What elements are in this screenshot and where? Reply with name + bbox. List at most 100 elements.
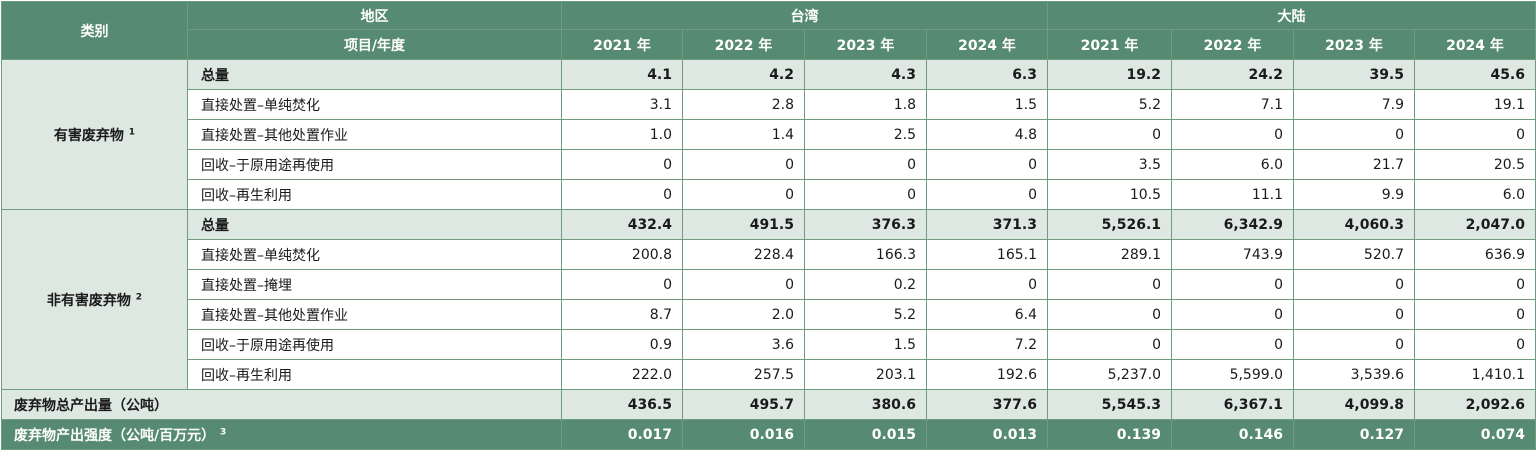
waste-table: 类别 地区 台湾 大陆 项目/年度 2021 年 2022 年 2023 年 2… — [1, 1, 1536, 450]
table-row: 回收–于原用途再使用 0.9 3.6 1.5 7.2 0 0 0 0 — [2, 329, 1536, 360]
value-cell: 1.5 — [926, 89, 1048, 120]
value-cell: 0 — [1171, 269, 1294, 300]
table-body: 有害废弃物 1 总量 4.1 4.2 4.3 6.3 19.2 24.2 39.5 45.6 直接处… — [1, 59, 1536, 450]
table-row: 回收–于原用途再使用 0 0 0 0 3.5 6.0 21.7 20.5 — [2, 149, 1536, 180]
year-header: 2021 年 — [1047, 29, 1172, 60]
value-cell: 6,367.1 — [1171, 389, 1294, 420]
year-header: 2024 年 — [1414, 29, 1536, 60]
value-cell: 0 — [1047, 299, 1172, 330]
value-cell: 1,410.1 — [1414, 359, 1536, 390]
value-cell: 0.139 — [1047, 419, 1172, 450]
value-cell: 377.6 — [926, 389, 1048, 420]
value-cell: 203.1 — [804, 359, 927, 390]
value-cell: 8.7 — [561, 299, 683, 330]
item-label: 直接处置–其他处置作业 — [187, 299, 562, 330]
value-cell: 1.0 — [561, 119, 683, 150]
value-cell: 7.2 — [926, 329, 1048, 360]
value-cell: 24.2 — [1171, 59, 1294, 90]
value-cell: 4,099.8 — [1293, 389, 1415, 420]
value-cell: 1.8 — [804, 89, 927, 120]
value-cell: 2,092.6 — [1414, 389, 1536, 420]
item-label: 总量 — [187, 59, 562, 90]
value-cell: 0.2 — [804, 269, 927, 300]
value-cell: 6.3 — [926, 59, 1048, 90]
value-cell: 228.4 — [682, 239, 805, 270]
intensity-row: 废弃物产出强度（公吨/百万元） 3 0.017 0.016 0.015 0.013 0.1… — [1, 419, 1536, 450]
value-cell: 0.127 — [1293, 419, 1415, 450]
value-cell: 0 — [561, 149, 683, 180]
category-label: 非有害废弃物 — [46, 292, 131, 309]
value-cell: 6,342.9 — [1171, 209, 1294, 240]
total-row: 非有害废弃物 2 总量 432.4 491.5 376.3 371.3 5,526.1 6,3… — [1, 209, 1536, 390]
value-cell: 5.2 — [1047, 89, 1172, 120]
value-cell: 0 — [1171, 329, 1294, 360]
category-cell: 非有害废弃物 2 — [1, 209, 188, 390]
year-header: 2022 年 — [682, 29, 805, 60]
value-cell: 165.1 — [926, 239, 1048, 270]
value-cell: 45.6 — [1414, 59, 1536, 90]
item-label: 回收–再生利用 — [187, 179, 562, 210]
footnote-marker: 1 — [128, 126, 136, 137]
value-cell: 5,526.1 — [1047, 209, 1172, 240]
value-cell: 743.9 — [1171, 239, 1294, 270]
value-cell: 3.1 — [561, 89, 683, 120]
value-cell: 192.6 — [926, 359, 1048, 390]
intensity-label-cell: 废弃物产出强度（公吨/百万元） 3 — [1, 419, 562, 450]
value-cell: 2.5 — [804, 119, 927, 150]
value-cell: 5.2 — [804, 299, 927, 330]
value-cell: 39.5 — [1293, 59, 1415, 90]
table-row: 直接处置–其他处置作业 1.0 1.4 2.5 4.8 0 0 0 0 — [2, 119, 1536, 150]
value-cell: 0.074 — [1414, 419, 1536, 450]
value-cell: 289.1 — [1047, 239, 1172, 270]
year-header: 2024 年 — [926, 29, 1048, 60]
value-cell: 0 — [1171, 299, 1294, 330]
value-cell: 5,237.0 — [1047, 359, 1172, 390]
value-cell: 6.0 — [1171, 149, 1294, 180]
value-cell: 0 — [1047, 119, 1172, 150]
value-cell: 436.5 — [561, 389, 683, 420]
value-cell: 520.7 — [1293, 239, 1415, 270]
value-cell: 0.016 — [682, 419, 805, 450]
value-cell: 0.017 — [561, 419, 683, 450]
value-cell: 1.5 — [804, 329, 927, 360]
year-header: 2023 年 — [804, 29, 927, 60]
table-row: 直接处置–单纯焚化 3.1 2.8 1.8 1.5 5.2 7.1 7.9 19.1 — [2, 89, 1536, 120]
table-row: 回收–再生利用 222.0 257.5 203.1 192.6 5,237.0 5,599.… — [2, 359, 1536, 390]
value-cell: 3.6 — [682, 329, 805, 360]
value-cell: 491.5 — [682, 209, 805, 240]
value-cell: 0 — [682, 179, 805, 210]
item-label: 直接处置–单纯焚化 — [187, 239, 562, 270]
category-header: 类别 — [1, 1, 188, 60]
item-label: 直接处置–单纯焚化 — [187, 89, 562, 120]
value-cell: 495.7 — [682, 389, 805, 420]
value-cell: 4.3 — [804, 59, 927, 90]
value-cell: 0.013 — [926, 419, 1048, 450]
value-cell: 636.9 — [1414, 239, 1536, 270]
value-cell: 0 — [561, 179, 683, 210]
value-cell: 0 — [926, 149, 1048, 180]
value-cell: 0 — [1293, 269, 1415, 300]
item-label: 回收–于原用途再使用 — [187, 149, 562, 180]
value-cell: 200.8 — [561, 239, 683, 270]
value-cell: 2,047.0 — [1414, 209, 1536, 240]
value-cell: 20.5 — [1414, 149, 1536, 180]
mainland-header: 大陆 — [1047, 1, 1536, 30]
value-cell: 3.5 — [1047, 149, 1172, 180]
value-cell: 257.5 — [682, 359, 805, 390]
value-cell: 0 — [804, 179, 927, 210]
value-cell: 222.0 — [561, 359, 683, 390]
year-header: 2022 年 — [1171, 29, 1294, 60]
item-label: 回收–于原用途再使用 — [187, 329, 562, 360]
value-cell: 21.7 — [1293, 149, 1415, 180]
footnote-marker: 3 — [220, 426, 227, 437]
value-cell: 0.015 — [804, 419, 927, 450]
value-cell: 7.9 — [1293, 89, 1415, 120]
total-row: 有害废弃物 1 总量 4.1 4.2 4.3 6.3 19.2 24.2 39.5 45.6 — [1, 59, 1536, 210]
value-cell: 0 — [926, 269, 1048, 300]
footnote-marker: 2 — [135, 291, 143, 302]
value-cell: 6.0 — [1414, 179, 1536, 210]
value-cell: 0 — [682, 269, 805, 300]
value-cell: 166.3 — [804, 239, 927, 270]
grand-total-row: 废弃物总产出量（公吨） 436.5 495.7 380.6 377.6 5,545.3 6,… — [1, 389, 1536, 420]
value-cell: 3,539.6 — [1293, 359, 1415, 390]
